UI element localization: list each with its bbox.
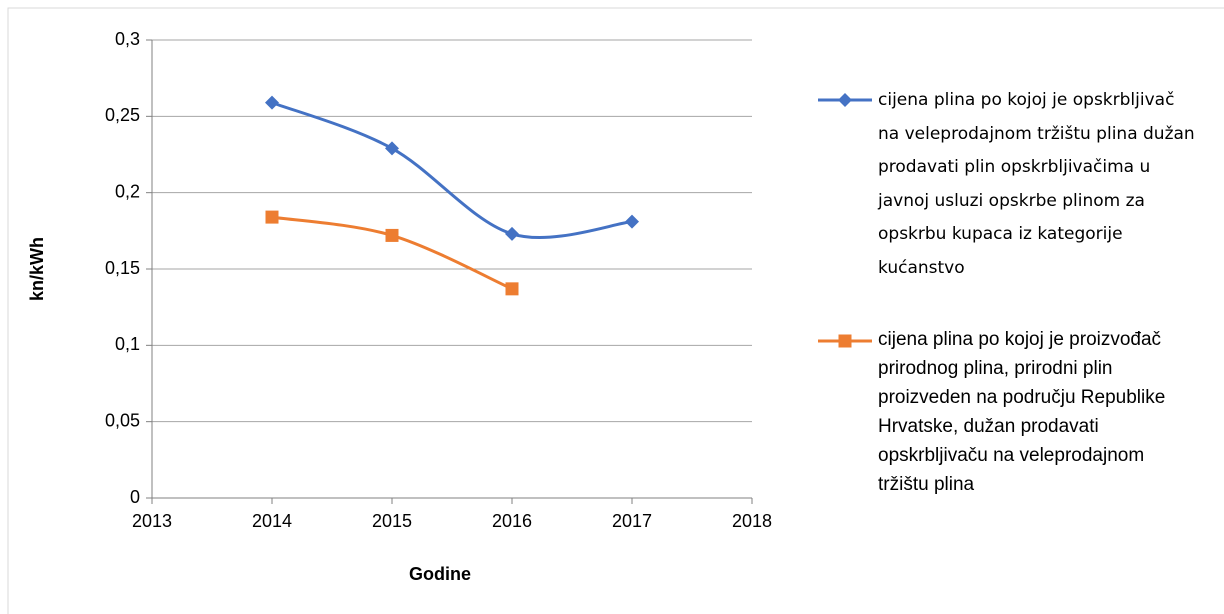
y-tick-label: 0,25 bbox=[105, 105, 140, 125]
x-axis-title: Godine bbox=[409, 564, 471, 584]
x-tick-label: 2017 bbox=[612, 511, 652, 531]
legend-marker bbox=[838, 334, 852, 348]
data-point bbox=[505, 282, 519, 296]
data-point bbox=[385, 228, 399, 242]
data-point bbox=[625, 214, 639, 229]
y-tick-label: 0,1 bbox=[115, 334, 140, 354]
chart-frame bbox=[7, 7, 1224, 614]
x-tick-label: 2013 bbox=[132, 511, 172, 531]
x-tick-label: 2015 bbox=[372, 511, 412, 531]
y-axis-title: kn/kWh bbox=[27, 237, 47, 301]
legend-label: cijena plina po kojoj je opskrbljivač na… bbox=[878, 90, 1195, 278]
y-tick-label: 0,3 bbox=[115, 29, 140, 49]
data-point bbox=[505, 226, 519, 241]
y-tick-label: 0,05 bbox=[105, 410, 140, 430]
x-tick-label: 2018 bbox=[732, 511, 772, 531]
y-tick-label: 0,2 bbox=[115, 181, 140, 201]
legend-label: cijena plina po kojoj je proizvođač prir… bbox=[878, 329, 1166, 495]
x-tick-label: 2016 bbox=[492, 511, 532, 531]
y-tick-label: 0 bbox=[130, 487, 140, 507]
y-tick-label: 0,15 bbox=[105, 258, 140, 278]
data-point bbox=[385, 141, 399, 156]
x-tick-label: 2014 bbox=[252, 511, 292, 531]
series-line bbox=[271, 101, 633, 239]
legend-marker bbox=[838, 93, 852, 107]
data-point bbox=[265, 95, 279, 110]
data-point bbox=[265, 210, 279, 224]
series-line bbox=[271, 215, 513, 291]
